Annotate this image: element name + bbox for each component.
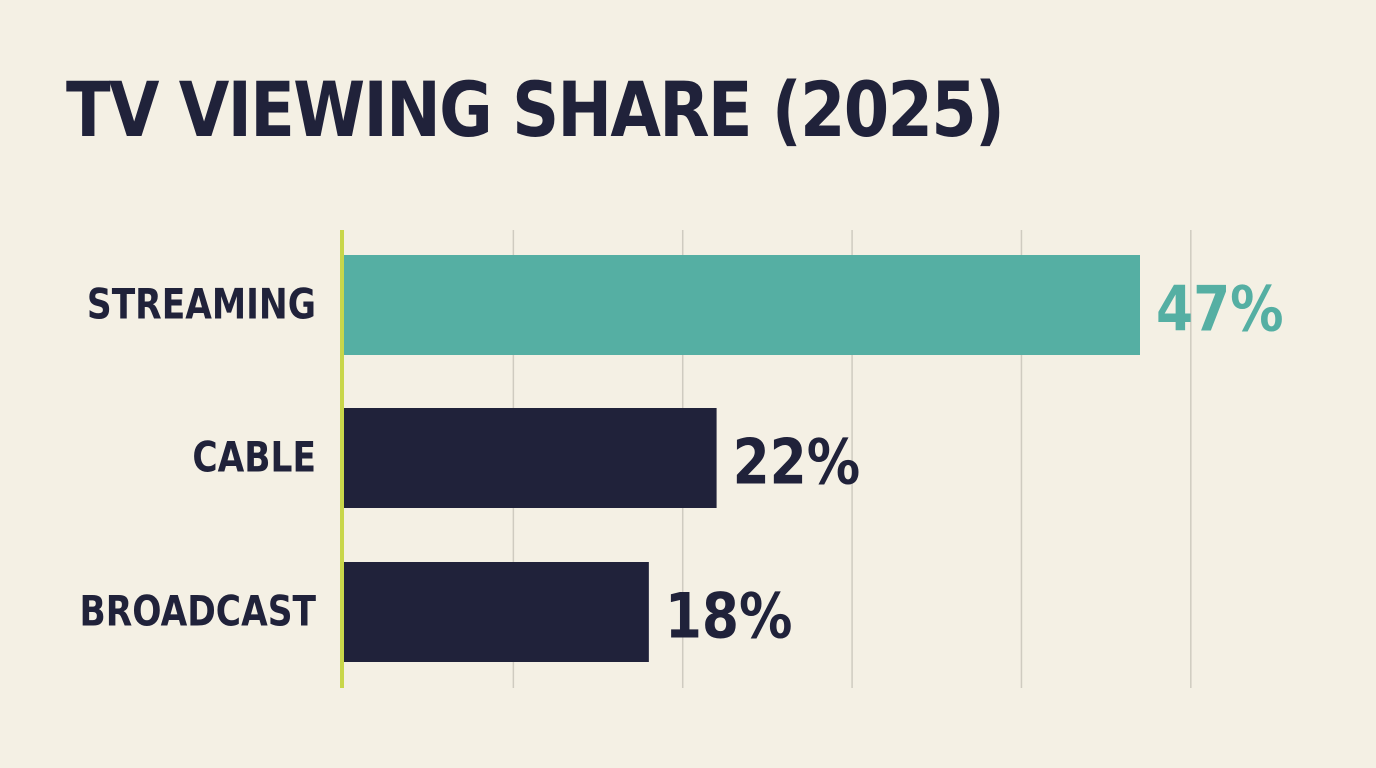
- value-label-broadcast: 18%: [665, 580, 793, 653]
- category-label-cable: CABLE: [192, 433, 316, 482]
- value-label-streaming: 47%: [1156, 273, 1284, 346]
- bar-cable: [344, 408, 717, 508]
- bars: [344, 255, 1140, 662]
- bar-streaming: [344, 255, 1140, 355]
- category-label-streaming: STREAMING: [87, 280, 316, 329]
- labels: STREAMING 47% CABLE 22% BROADCAST 18%: [80, 273, 1284, 653]
- value-label-cable: 22%: [733, 426, 861, 499]
- category-label-broadcast: BROADCAST: [80, 587, 316, 636]
- bar-broadcast: [344, 562, 649, 662]
- chart-title: TV VIEWING SHARE (2025): [66, 65, 1005, 154]
